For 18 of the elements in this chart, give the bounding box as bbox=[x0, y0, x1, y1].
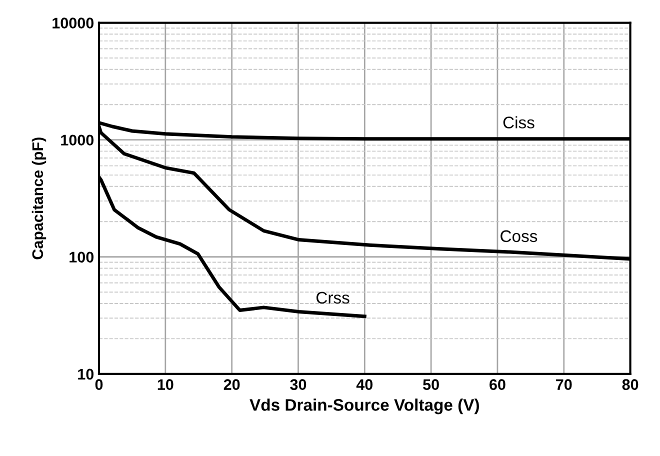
x-tick-label: 70 bbox=[556, 379, 572, 390]
y-tick-label: 1000 bbox=[61, 134, 94, 146]
y-tick-label: 100 bbox=[70, 252, 94, 263]
y-tick-label: 10000 bbox=[52, 18, 94, 28]
series-label: Crss bbox=[316, 292, 350, 304]
y-axis-title: Capacitance (pF) bbox=[32, 138, 46, 260]
series-label: Ciss bbox=[503, 116, 534, 128]
x-tick-label: 30 bbox=[290, 379, 306, 390]
x-axis-title: Vds Drain-Source Voltage (V) bbox=[250, 398, 479, 414]
x-tick-label: 20 bbox=[224, 379, 240, 390]
x-tick-label: 50 bbox=[423, 379, 439, 390]
y-tick-label: 10 bbox=[78, 368, 94, 380]
x-tick-label: 80 bbox=[622, 379, 638, 390]
x-tick-label: 0 bbox=[95, 379, 103, 390]
x-tick-label: 40 bbox=[356, 379, 373, 390]
x-tick-label: 60 bbox=[490, 379, 506, 390]
x-tick-label: 10 bbox=[158, 379, 174, 390]
series-label: Coss bbox=[500, 230, 538, 242]
